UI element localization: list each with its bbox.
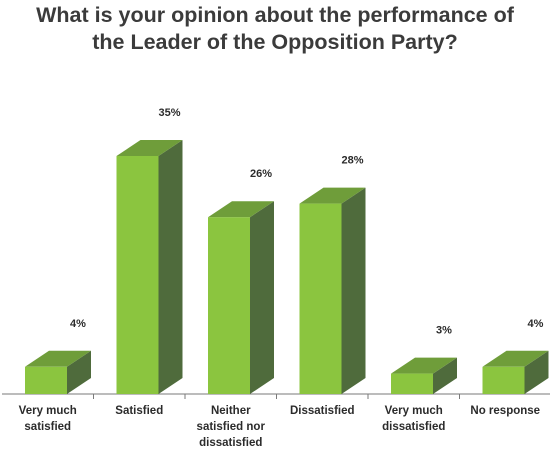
x-tick-label: No response bbox=[470, 405, 540, 417]
bar-top-face bbox=[299, 187, 366, 204]
chart-title-line-1: What is your opinion about the performan… bbox=[36, 3, 514, 27]
bar-side-face bbox=[67, 350, 91, 394]
bar-top-face bbox=[391, 357, 457, 374]
bar-top-face bbox=[482, 350, 549, 367]
x-tick-label: dissatisfied bbox=[382, 421, 445, 433]
data-label: 26% bbox=[250, 168, 272, 180]
x-tick-label: dissatisfied bbox=[199, 437, 262, 449]
x-tick-label: Satisfied bbox=[115, 405, 163, 417]
bar-side-face bbox=[250, 201, 274, 394]
x-tick-label: satisfied nor bbox=[197, 421, 266, 433]
bar bbox=[299, 203, 342, 394]
data-label: 35% bbox=[158, 107, 180, 119]
chart-title-line-2: the Leader of the Opposition Party? bbox=[92, 30, 458, 54]
x-tick-label: Very much bbox=[385, 405, 443, 417]
chart-title: What is your opinion about the performan… bbox=[0, 2, 550, 56]
bar-top-face bbox=[116, 140, 183, 156]
bar bbox=[391, 373, 433, 394]
bar bbox=[482, 366, 525, 394]
bar-side-face bbox=[158, 140, 183, 394]
data-label: 3% bbox=[436, 325, 452, 337]
bar bbox=[116, 156, 159, 394]
bar-top-face bbox=[208, 201, 274, 218]
x-tick-label: Very much bbox=[19, 405, 77, 417]
x-tick-label: satisfied bbox=[24, 421, 71, 433]
x-tick-label: Neither bbox=[211, 405, 251, 417]
bar-side-face bbox=[524, 350, 549, 394]
x-tick-label: Dissatisfied bbox=[290, 405, 355, 417]
data-label: 28% bbox=[341, 155, 363, 167]
bar-side-face bbox=[433, 357, 457, 394]
data-label: 4% bbox=[70, 318, 86, 330]
bar bbox=[208, 217, 250, 394]
data-label: 4% bbox=[528, 318, 544, 330]
bar bbox=[25, 366, 67, 394]
bar-top-face bbox=[25, 350, 91, 367]
bar-side-face bbox=[341, 187, 366, 394]
